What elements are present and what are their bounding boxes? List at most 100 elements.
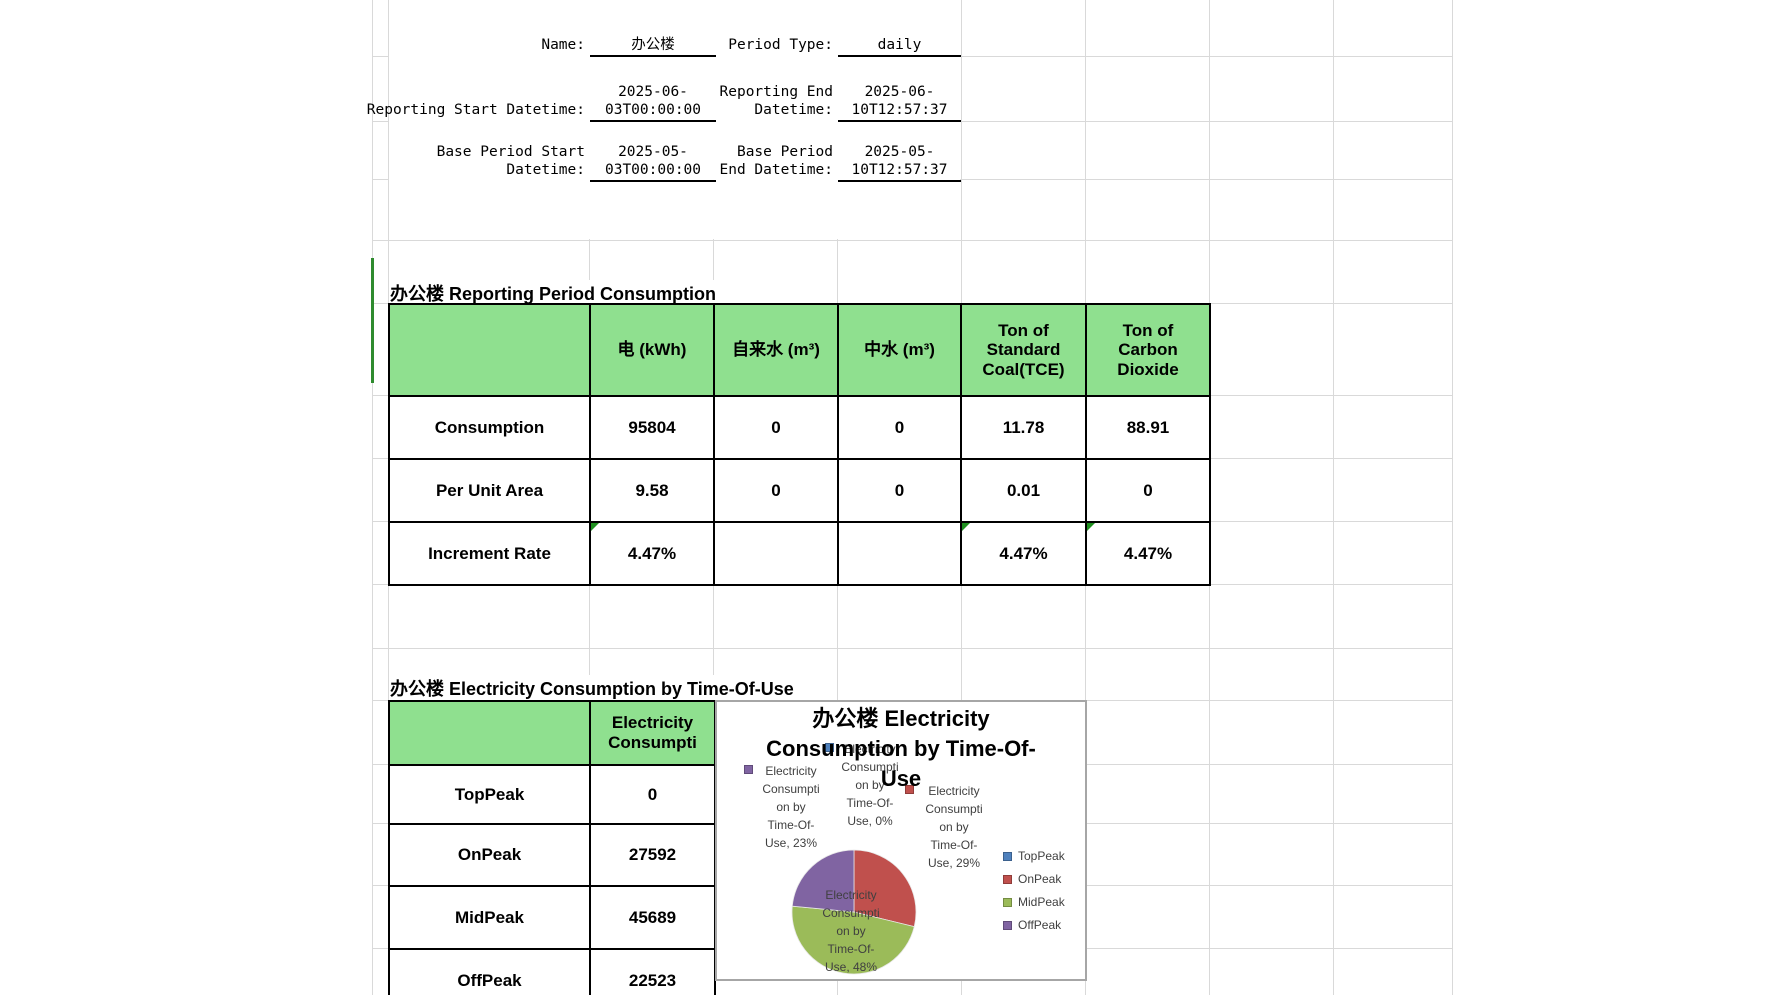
- row-label-consumption[interactable]: Consumption: [390, 397, 591, 460]
- increment-rate-standard-coal[interactable]: 4.47%: [962, 523, 1087, 586]
- row-label-midpeak[interactable]: MidPeak: [390, 887, 591, 950]
- tou-header-line1: Electricity: [611, 713, 694, 733]
- tou-section-title: 办公楼 Electricity Consumption by Time-Of-U…: [390, 675, 800, 701]
- data-label-line: Electricity: [844, 742, 896, 756]
- legend-label: TopPeak: [1018, 849, 1065, 863]
- chart-title: 办公楼 Electricity Consumption by Time-Of- …: [717, 704, 1085, 794]
- reporting-start-value-line2[interactable]: 03T00:00:00: [604, 102, 702, 118]
- data-label-line: Use, 23%: [764, 836, 818, 850]
- reporting-end-value-line2[interactable]: 10T12:57:37: [851, 102, 948, 118]
- legend-item-offpeak[interactable]: OffPeak: [1003, 917, 1065, 933]
- reporting-end-label-line1: Reporting End: [719, 84, 834, 100]
- reporting-end-label-line2: Datetime:: [754, 102, 833, 118]
- per-unit-area-electricity[interactable]: 9.58: [591, 460, 715, 523]
- data-label-line: Use, 48%: [824, 960, 878, 974]
- series-marker-icon: [825, 743, 834, 752]
- row-label-per-unit-area[interactable]: Per Unit Area: [390, 460, 591, 523]
- increment-rate-carbon-dioxide-value: 4.47%: [1123, 543, 1173, 563]
- consumption-carbon-dioxide[interactable]: 88.91: [1087, 397, 1211, 460]
- row-label-toppeak[interactable]: TopPeak: [390, 766, 591, 825]
- tou-pie-chart[interactable]: 办公楼 Electricity Consumption by Time-Of- …: [715, 700, 1087, 981]
- data-label-line: on by: [776, 800, 806, 814]
- increment-rate-carbon-dioxide[interactable]: 4.47%: [1087, 523, 1211, 586]
- row-label-increment-rate[interactable]: Increment Rate: [390, 523, 591, 586]
- comment-indicator-icon: [1087, 523, 1095, 531]
- per-unit-area-reclaimed-water[interactable]: 0: [839, 460, 962, 523]
- pie-slice-offpeak[interactable]: [791, 849, 855, 913]
- increment-rate-tap-water[interactable]: [715, 523, 839, 586]
- legend-item-midpeak[interactable]: MidPeak: [1003, 894, 1065, 910]
- gridline: [372, 648, 1452, 649]
- data-label-line: Electricity: [825, 888, 877, 902]
- data-label-line: Time-Of-: [846, 796, 894, 810]
- left-margin: [0, 0, 371, 995]
- column-header-reclaimed-water[interactable]: 中水 (m³): [839, 305, 962, 397]
- gridline: [372, 240, 1452, 241]
- gridline: [372, 0, 373, 995]
- legend-item-toppeak[interactable]: TopPeak: [1003, 848, 1065, 864]
- increment-rate-reclaimed-water[interactable]: [839, 523, 962, 586]
- form-area-background: [389, 0, 960, 239]
- row-label-onpeak[interactable]: OnPeak: [390, 825, 591, 887]
- legend-label: OffPeak: [1018, 918, 1062, 932]
- consumption-reclaimed-water[interactable]: 0: [839, 397, 962, 460]
- base-end-label-line1: Base Period: [736, 144, 833, 160]
- increment-rate-electricity[interactable]: 4.47%: [591, 523, 715, 586]
- green-accent-line: [371, 258, 374, 383]
- reporting-start-label: Reporting Start Datetime:: [366, 102, 585, 118]
- tou-header-line2: Consumpti: [608, 733, 697, 752]
- base-end-value-line2[interactable]: 10T12:57:37: [851, 162, 948, 178]
- base-start-label-line1: Base Period Start: [436, 144, 585, 160]
- per-unit-area-carbon-dioxide[interactable]: 0: [1087, 460, 1211, 523]
- consumption-section-title: 办公楼 Reporting Period Consumption: [390, 280, 722, 306]
- consumption-standard-coal[interactable]: 11.78: [962, 397, 1087, 460]
- column-header-tap-water[interactable]: 自来水 (m³): [715, 305, 839, 397]
- data-label-line: Consumpti: [762, 782, 820, 796]
- consumption-corner-cell[interactable]: [390, 305, 591, 397]
- data-label-line: Time-Of-: [930, 838, 978, 852]
- legend-item-onpeak[interactable]: OnPeak: [1003, 871, 1065, 887]
- legend-swatch-icon: [1003, 874, 1012, 884]
- base-start-value-line2[interactable]: 03T00:00:00: [604, 162, 702, 178]
- reporting-end-value-line1[interactable]: 2025-06-: [864, 84, 935, 100]
- data-label-offpeak: Electricity Consumpti on by Time-Of- Use, 23…: [736, 762, 846, 852]
- gridline: [1452, 0, 1453, 995]
- series-marker-icon: [905, 785, 914, 794]
- offpeak-value[interactable]: 22523: [591, 950, 716, 995]
- consumption-table: 电 (kWh) 自来水 (m³) 中水 (m³) Ton of Standard…: [388, 303, 1211, 586]
- series-marker-icon: [744, 765, 753, 774]
- reporting-start-value-line1[interactable]: 2025-06-: [618, 84, 688, 100]
- onpeak-value[interactable]: 27592: [591, 825, 716, 887]
- legend-swatch-icon: [1003, 920, 1012, 930]
- base-end-value-line1[interactable]: 2025-05-: [864, 144, 935, 160]
- period-type-value-cell[interactable]: daily: [877, 37, 922, 53]
- increment-rate-standard-coal-value: 4.47%: [999, 543, 1048, 563]
- name-underline: [590, 55, 716, 57]
- data-label-line: Consumpti: [925, 802, 983, 816]
- consumption-tap-water[interactable]: 0: [715, 397, 839, 460]
- per-unit-area-tap-water[interactable]: 0: [715, 460, 839, 523]
- chart-title-line3: Use: [880, 766, 922, 791]
- pie-slice-midpeak[interactable]: [791, 905, 915, 975]
- tou-table: Electricity Consumpti TopPeak 0 OnPeak 2…: [388, 700, 716, 995]
- pie-plot-area: [791, 849, 917, 975]
- toppeak-value[interactable]: 0: [591, 766, 716, 825]
- base-end-underline: [838, 180, 961, 182]
- legend-swatch-icon: [1003, 851, 1012, 861]
- base-start-value-line1[interactable]: 2025-05-: [618, 144, 688, 160]
- column-header-standard-coal[interactable]: Ton of Standard Coal(TCE): [962, 305, 1087, 397]
- data-label-toppeak: Electricity Consumpti on by Time-Of- Use, 0%: [815, 740, 925, 830]
- column-header-carbon-dioxide[interactable]: Ton of Carbon Dioxide: [1087, 305, 1211, 397]
- tou-column-header[interactable]: Electricity Consumpti: [591, 702, 716, 766]
- legend-label: OnPeak: [1018, 872, 1062, 886]
- midpeak-value[interactable]: 45689: [591, 887, 716, 950]
- consumption-electricity[interactable]: 95804: [591, 397, 715, 460]
- data-label-line: Use, 29%: [927, 856, 981, 870]
- per-unit-area-standard-coal[interactable]: 0.01: [962, 460, 1087, 523]
- name-value-cell[interactable]: 办公楼: [631, 37, 675, 53]
- tou-corner-cell[interactable]: [390, 702, 591, 766]
- column-header-electricity[interactable]: 电 (kWh): [591, 305, 715, 397]
- period-type-label: Period Type:: [728, 37, 833, 53]
- row-label-offpeak[interactable]: OffPeak: [390, 950, 591, 995]
- pie-slice-onpeak[interactable]: [853, 849, 917, 928]
